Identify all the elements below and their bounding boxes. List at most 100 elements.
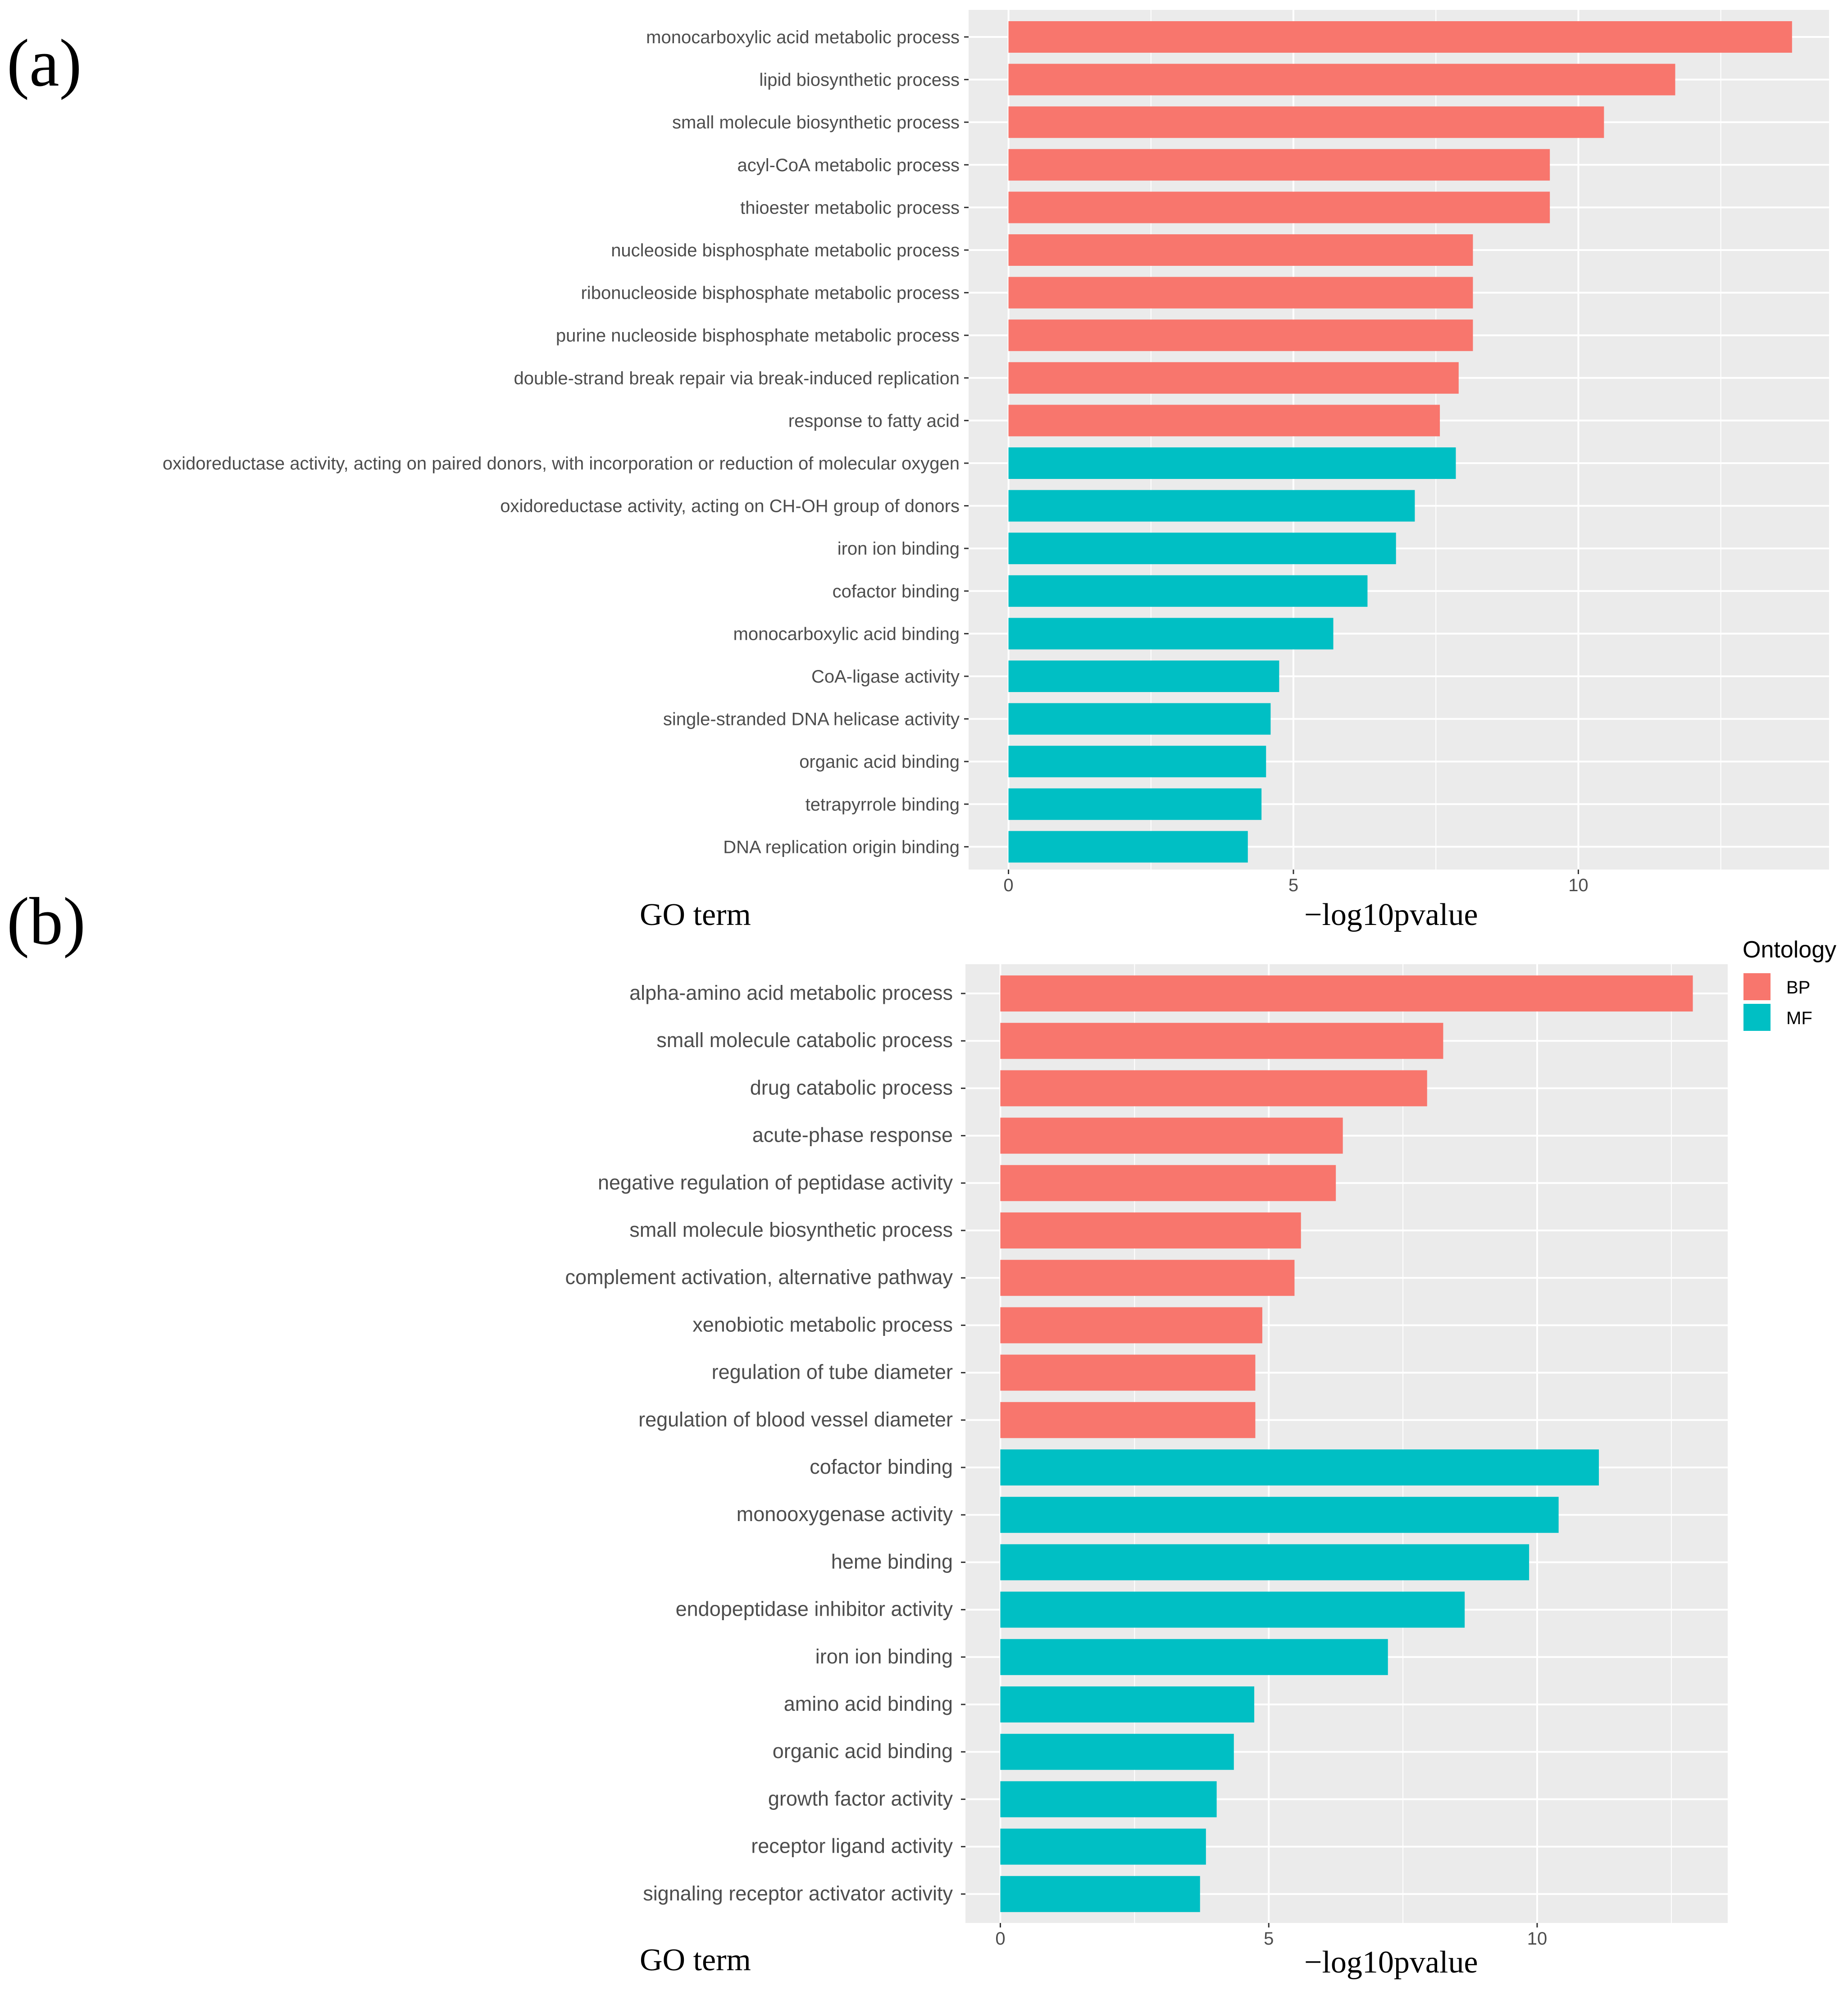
bar-mf <box>1008 788 1262 820</box>
legend-key-bp <box>1743 973 1771 1000</box>
category-label: double-strand break repair via break-ind… <box>514 369 960 388</box>
category-label: drug catabolic process <box>750 1076 953 1099</box>
x-tick-label: 10 <box>1527 1929 1548 1949</box>
bar-bp <box>1008 277 1473 309</box>
panel-b-plot-background <box>965 964 1728 1923</box>
bar-bp <box>1000 1165 1336 1201</box>
bar-mf <box>1008 703 1271 735</box>
bar-bp <box>1008 362 1459 394</box>
category-label: cofactor binding <box>810 1455 953 1478</box>
bar-mf <box>1008 490 1415 522</box>
category-label: monocarboxylic acid metabolic process <box>646 27 960 47</box>
category-label: oxidoreductase activity, acting on paire… <box>163 454 960 474</box>
category-label: alpha-amino acid metabolic process <box>629 981 953 1004</box>
category-label: small molecule biosynthetic process <box>629 1218 953 1241</box>
bar-bp <box>1008 319 1473 351</box>
bar-bp <box>1008 21 1792 53</box>
category-label: negative regulation of peptidase activit… <box>598 1171 953 1194</box>
category-label: oxidoreductase activity, acting on CH-OH… <box>500 497 960 516</box>
bar-mf <box>1008 618 1334 650</box>
bar-mf <box>1000 1449 1599 1485</box>
bar-bp <box>1000 1070 1427 1107</box>
category-label: ribonucleoside bisphosphate metabolic pr… <box>581 283 960 303</box>
bar-bp <box>1008 149 1550 181</box>
bar-mf <box>1000 1781 1217 1818</box>
bar-bp <box>1000 1307 1262 1344</box>
category-label: monooxygenase activity <box>737 1503 953 1526</box>
bar-mf <box>1008 533 1396 565</box>
category-label: signaling receptor activator activity <box>643 1882 953 1905</box>
category-label: growth factor activity <box>768 1787 953 1810</box>
category-label: iron ion binding <box>815 1645 953 1668</box>
panel-b-category-labels: alpha-amino acid metabolic process small … <box>565 981 965 1905</box>
panel-a-x-axis-title: −log10pvalue <box>1304 898 1478 932</box>
category-label: heme binding <box>831 1550 953 1573</box>
panel-b-x-axis-title: −log10pvalue <box>1304 1945 1478 1980</box>
category-label: xenobiotic metabolic process <box>692 1313 953 1336</box>
category-label: acute-phase response <box>752 1124 953 1147</box>
bar-bp <box>1008 106 1604 138</box>
x-tick-label: 5 <box>1288 875 1298 895</box>
panel-b-y-axis-title: GO term <box>640 1943 751 1977</box>
category-label: regulation of blood vessel diameter <box>638 1408 953 1431</box>
bar-bp <box>1000 1402 1256 1438</box>
category-label: thioester metabolic process <box>740 198 960 218</box>
bar-bp <box>1008 191 1550 223</box>
bar-mf <box>1008 661 1279 692</box>
category-label: organic acid binding <box>773 1740 953 1763</box>
category-label: amino acid binding <box>784 1692 953 1715</box>
bar-mf <box>1008 575 1368 607</box>
bar-bp <box>1000 1117 1343 1154</box>
category-label: lipid biosynthetic process <box>759 70 960 90</box>
panel-a-bars <box>1008 21 1792 863</box>
category-label: organic acid binding <box>799 752 960 772</box>
panel-a-label: (a) <box>7 26 82 100</box>
bar-mf <box>1000 1639 1388 1675</box>
legend-title: Ontology <box>1743 937 1836 963</box>
x-tick-label: 5 <box>1264 1929 1274 1949</box>
bar-mf <box>1008 831 1248 863</box>
category-label: purine nucleoside bisphosphate metabolic… <box>556 326 960 346</box>
category-label: single-stranded DNA helicase activity <box>663 710 960 729</box>
bar-mf <box>1000 1544 1529 1581</box>
bar-bp <box>1008 64 1675 96</box>
panel-a-y-axis-title: GO term <box>640 898 751 932</box>
bar-bp <box>1008 234 1473 266</box>
bar-bp <box>1000 1212 1301 1248</box>
bar-mf <box>1008 746 1266 778</box>
panel-a-plot-background <box>969 10 1829 870</box>
bar-mf <box>1008 447 1456 479</box>
category-label: monocarboxylic acid binding <box>733 624 960 644</box>
ontology-legend: Ontology BP MF <box>1743 937 1836 1031</box>
category-label: tetrapyrrole binding <box>806 795 960 815</box>
x-tick-label: 10 <box>1568 875 1589 895</box>
category-label: acyl-CoA metabolic process <box>737 155 960 175</box>
panel-b-label: (b) <box>7 884 86 959</box>
bar-bp <box>1000 975 1693 1011</box>
panel-b-chart: (b) alpha-amino acid metabolic process sm… <box>7 884 1728 1980</box>
legend-label-mf: MF <box>1786 1008 1812 1028</box>
bar-bp <box>1000 1354 1256 1391</box>
bar-mf <box>1000 1497 1559 1533</box>
panel-b-bars <box>1000 975 1693 1912</box>
panel-a-category-labels: monocarboxylic acid metabolic process lip… <box>163 27 969 857</box>
category-label: complement activation, alternative pathw… <box>565 1266 953 1289</box>
bar-mf <box>1000 1828 1206 1865</box>
category-label: iron ion binding <box>838 539 960 559</box>
category-label: DNA replication origin binding <box>723 837 960 857</box>
bar-mf <box>1000 1876 1200 1912</box>
category-label: receptor ligand activity <box>751 1835 953 1858</box>
category-label: nucleoside bisphosphate metabolic proces… <box>611 241 960 260</box>
bar-mf <box>1000 1734 1234 1770</box>
category-label: small molecule catabolic process <box>656 1029 953 1052</box>
category-label: CoA-ligase activity <box>811 667 960 687</box>
bar-bp <box>1000 1260 1295 1296</box>
panel-a-chart: (a) monocarboxylic acid metabolic proces… <box>7 10 1829 932</box>
x-tick-label: 0 <box>995 1929 1005 1949</box>
panel-b-x-ticks: 0 5 10 <box>995 1923 1547 1949</box>
category-label: regulation of tube diameter <box>712 1361 953 1384</box>
bar-mf <box>1000 1591 1465 1628</box>
bar-bp <box>1000 1023 1443 1059</box>
bar-mf <box>1000 1686 1255 1722</box>
